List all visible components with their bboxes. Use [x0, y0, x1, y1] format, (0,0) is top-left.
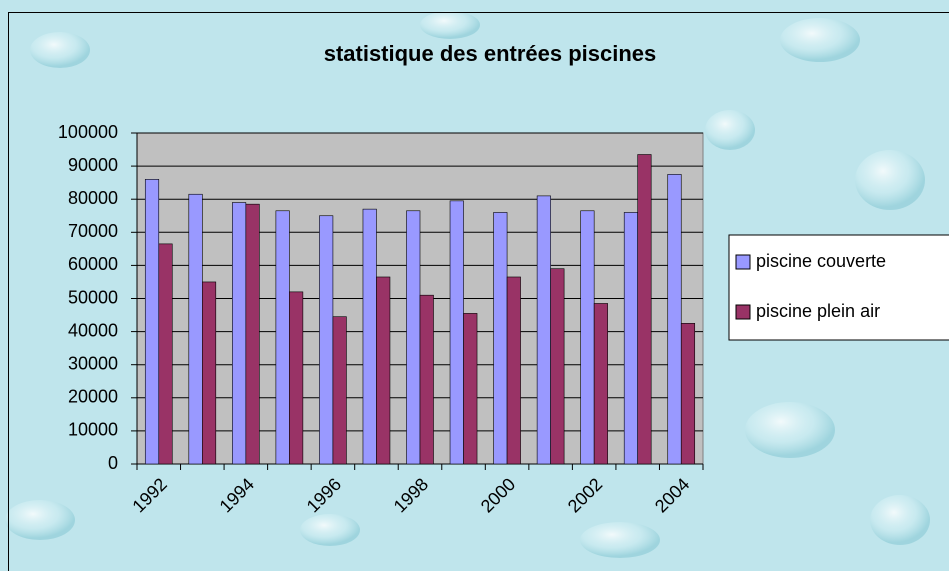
bar	[188, 193, 203, 465]
bar	[506, 276, 521, 465]
bar	[289, 291, 304, 465]
y-tick-label: 0	[108, 453, 118, 473]
chart-title: statistique des entrées piscines	[324, 41, 657, 66]
bar	[332, 316, 347, 465]
legend-label: piscine couverte	[756, 251, 886, 271]
bar	[580, 210, 595, 465]
bar	[158, 243, 173, 465]
legend	[728, 234, 949, 341]
bar	[202, 281, 217, 465]
legend-label: piscine plein air	[756, 301, 880, 321]
bar	[406, 210, 421, 465]
y-tick-label: 30000	[68, 353, 118, 373]
y-tick-label: 20000	[68, 387, 118, 407]
bar	[593, 303, 608, 465]
bar	[680, 323, 696, 465]
y-tick-label: 70000	[68, 221, 118, 241]
bar	[536, 195, 551, 465]
legend-swatch	[735, 254, 751, 270]
bar	[245, 203, 260, 465]
y-tick-label: 40000	[68, 320, 118, 340]
bar	[449, 200, 464, 465]
bar	[275, 210, 290, 465]
y-tick-label: 60000	[68, 254, 118, 274]
bar	[623, 212, 638, 465]
legend-swatch	[735, 304, 751, 320]
bar	[362, 208, 377, 465]
bar	[319, 215, 334, 465]
chart-border	[8, 12, 949, 571]
bar	[637, 154, 652, 465]
y-tick-label: 50000	[68, 287, 118, 307]
bar	[144, 179, 160, 465]
bar	[667, 174, 682, 465]
y-tick-label: 80000	[68, 188, 118, 208]
bar	[493, 212, 508, 465]
bar	[550, 268, 565, 465]
y-tick-label: 100000	[58, 122, 118, 142]
bar	[232, 202, 247, 465]
bar	[376, 276, 391, 465]
y-tick-label: 90000	[68, 155, 118, 175]
bar	[463, 313, 478, 465]
y-tick-label: 10000	[68, 420, 118, 440]
droplets	[5, 11, 930, 558]
bar	[419, 294, 434, 465]
